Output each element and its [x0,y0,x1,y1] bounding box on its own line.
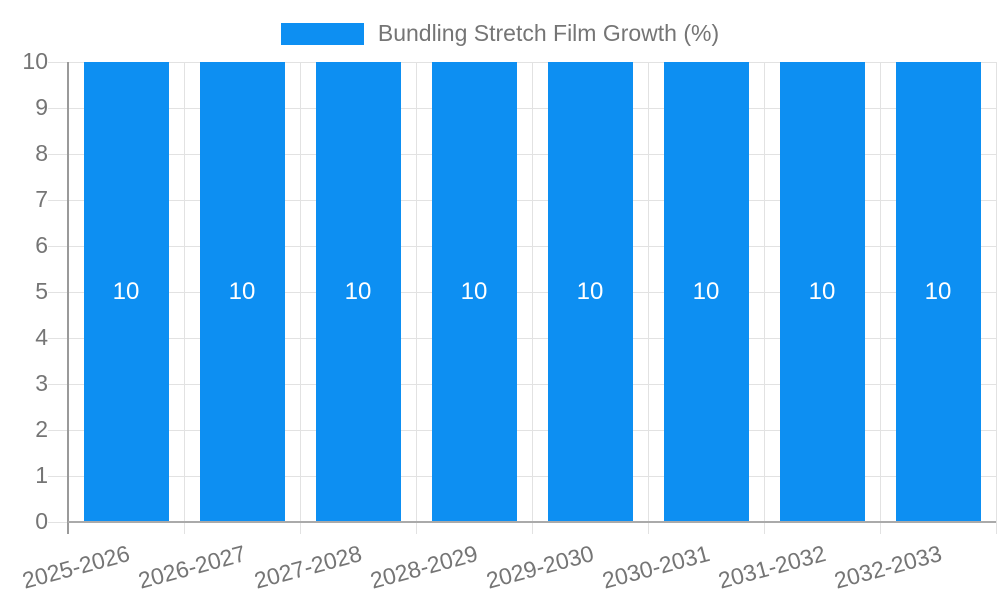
bar [547,62,633,522]
y-tick-label: 6 [35,232,48,259]
bar-value-label: 10 [228,278,256,305]
v-gridline [184,62,185,534]
h-gridline [48,154,996,155]
bar-value-label: 10 [924,278,952,305]
x-tick-label: 2027-2028 [251,540,365,594]
legend: Bundling Stretch Film Growth (%) [0,20,1000,47]
x-tick-label: 2029-2030 [483,540,597,594]
bar-value-label: 10 [112,278,140,305]
plot-area: 0 1 2 3 4 5 6 7 8 9 10 10 2025-2026 10 2026-2027 10 2027… [19,50,997,594]
bar-value-label: 10 [808,278,836,305]
v-gridline [300,62,301,534]
x-tick-label: 2028-2029 [367,540,481,594]
legend-label: Bundling Stretch Film Growth (%) [377,20,720,46]
y-tick-label: 8 [35,140,48,167]
h-gridline [48,62,996,63]
legend-swatch [280,22,364,45]
bar-value-label: 10 [576,278,604,305]
h-gridline [48,292,996,293]
y-tick-label: 1 [35,462,48,489]
y-tick-label: 10 [22,48,48,75]
v-gridline [416,62,417,534]
v-gridline [648,62,649,534]
h-gridline [48,430,996,431]
x-axis-line [68,521,996,523]
y-axis-line [67,62,69,534]
bar [199,62,285,522]
h-gridline [48,338,996,339]
y-tick-label: 0 [35,508,48,535]
h-gridline [48,246,996,247]
v-gridline [996,62,997,534]
bar [779,62,865,522]
x-tick-label: 2031-2032 [715,540,829,594]
v-gridline [880,62,881,534]
bar [431,62,517,522]
y-tick-label: 3 [35,370,48,397]
x-tick-label: 2032-2033 [831,540,945,594]
y-tick-label: 5 [35,278,48,305]
x-tick-label: 2026-2027 [135,540,249,594]
h-gridline [48,476,996,477]
h-gridline [48,200,996,201]
bar [83,62,169,522]
x-tick-label: 2030-2031 [599,540,713,594]
bar [315,62,401,522]
x-tick-label: 2025-2026 [19,540,133,594]
y-tick-label: 7 [35,186,48,213]
v-gridline [532,62,533,534]
bar-value-label: 10 [344,278,372,305]
bar [663,62,749,522]
bar [895,62,981,522]
bar-value-label: 10 [692,278,720,305]
h-gridline [48,384,996,385]
bar-value-label: 10 [460,278,488,305]
y-tick-label: 4 [35,324,48,351]
y-tick-label: 2 [35,416,48,443]
y-tick-label: 9 [35,94,48,121]
v-gridline [764,62,765,534]
h-gridline [48,108,996,109]
